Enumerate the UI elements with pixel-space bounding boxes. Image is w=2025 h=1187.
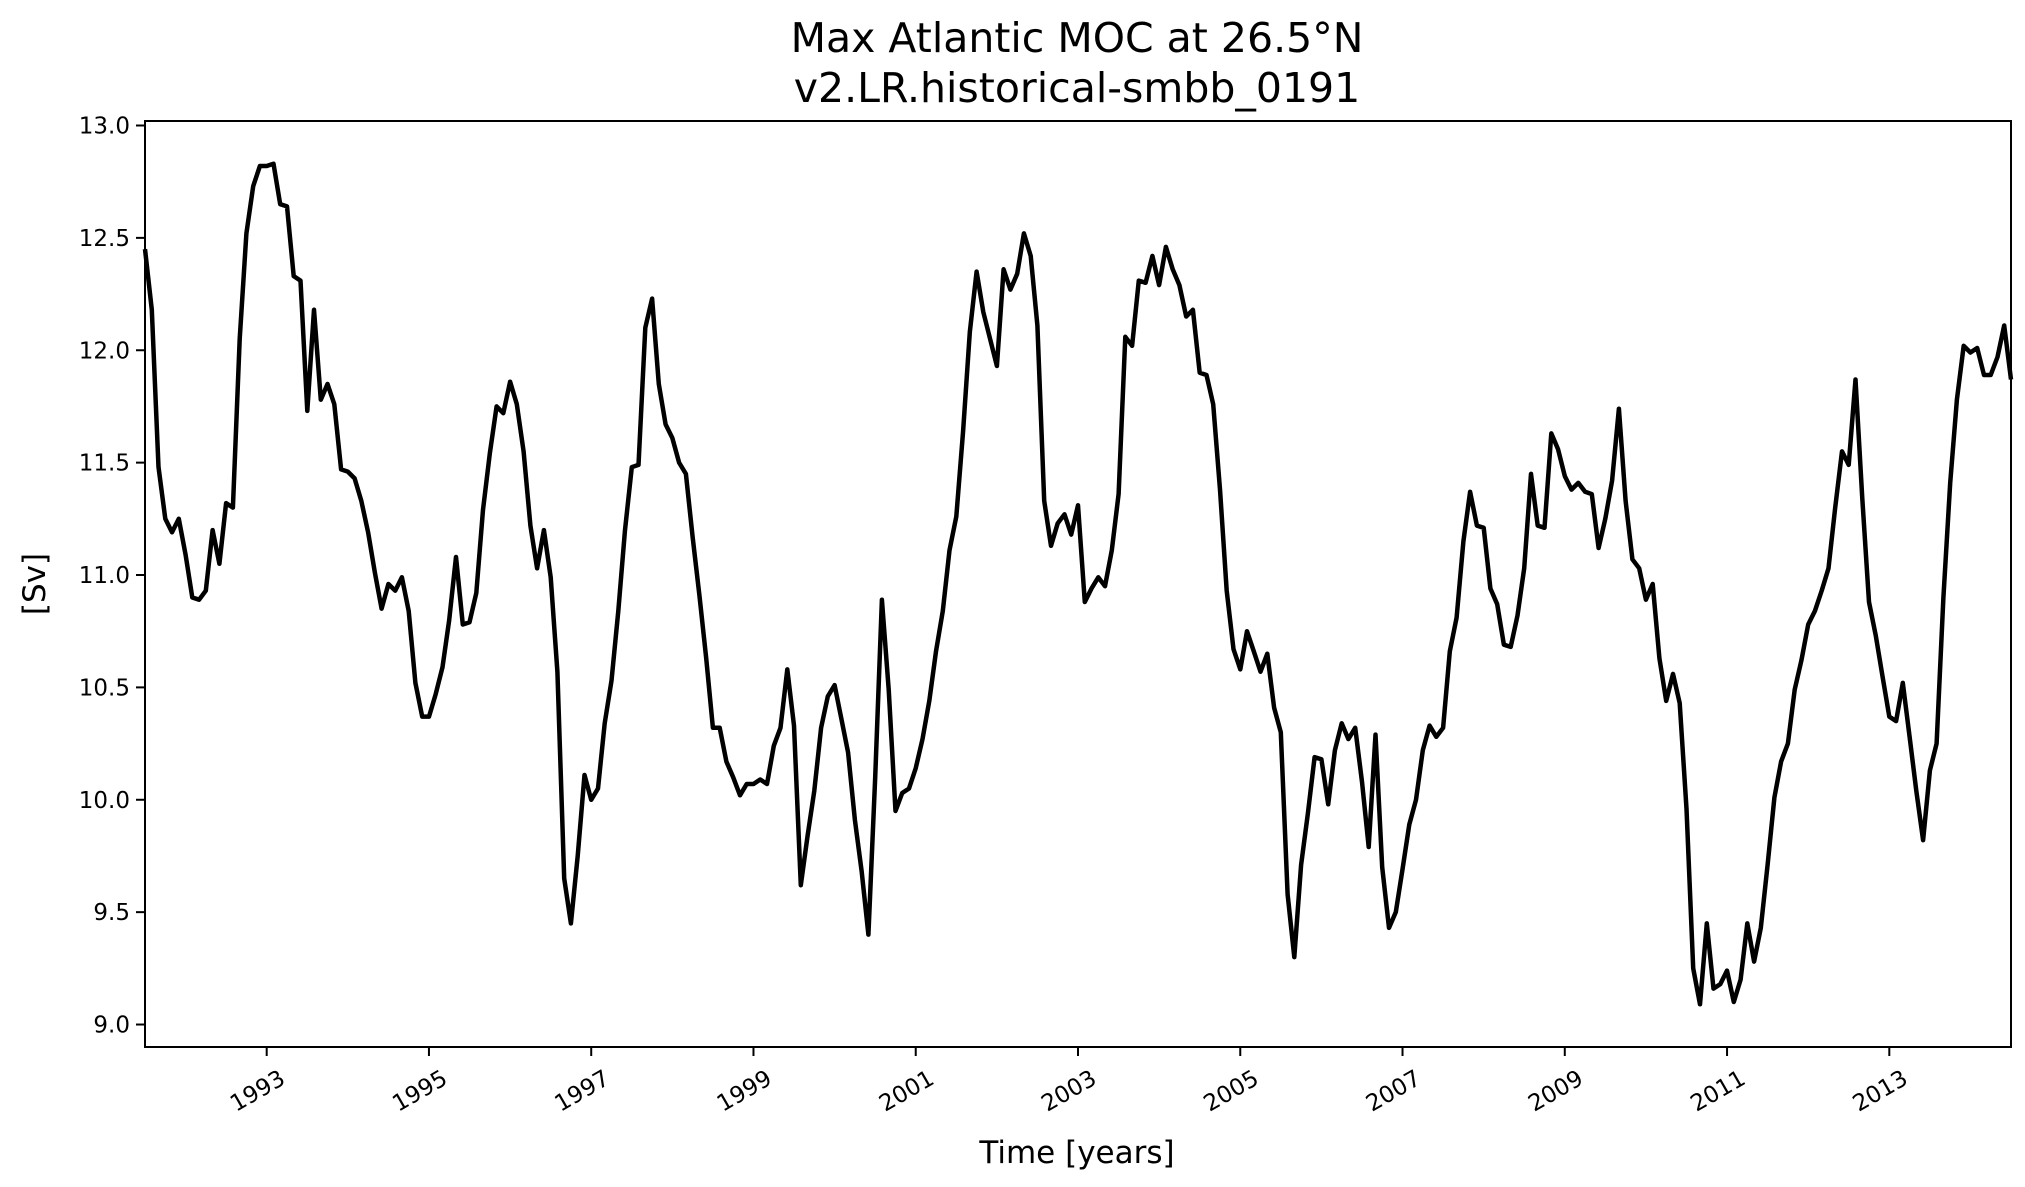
- x-tick-label: 1999: [713, 1066, 777, 1118]
- y-tick-label: 10.5: [79, 675, 130, 701]
- y-axis: 9.0 9.5 10.0 10.5 11.0 11.5 12.0 12.5 13.0: [79, 113, 145, 1039]
- x-tick-label: 1997: [551, 1066, 615, 1118]
- x-tick-label: 2001: [875, 1066, 939, 1118]
- x-tick-label: 2009: [1524, 1066, 1588, 1118]
- x-axis: 1993 1995 1997 1999 2001 2003 2005 2007 2009 2011…: [226, 1047, 1912, 1117]
- y-tick-label: 10.0: [79, 788, 130, 814]
- chart-subtitle: v2.LR.historical-smbb_0191: [794, 64, 1360, 112]
- x-tick-label: 2007: [1362, 1066, 1426, 1118]
- y-tick-label: 13.0: [79, 113, 130, 139]
- x-tick-label: 2011: [1686, 1066, 1750, 1118]
- x-tick-label: 1995: [388, 1066, 452, 1118]
- x-tick-label: 2003: [1037, 1066, 1101, 1118]
- x-tick-label: 2013: [1849, 1066, 1913, 1118]
- x-axis-label: Time [years]: [978, 1135, 1174, 1171]
- y-tick-label: 12.0: [79, 338, 130, 364]
- y-tick-label: 11.0: [79, 563, 130, 589]
- y-tick-label: 9.5: [93, 900, 130, 926]
- y-axis-label: [Sv]: [17, 553, 53, 615]
- y-tick-label: 9.0: [93, 1013, 130, 1039]
- x-tick-label: 2005: [1200, 1066, 1264, 1118]
- y-tick-label: 11.5: [79, 451, 130, 477]
- chart-title: Max Atlantic MOC at 26.5°N: [791, 14, 1364, 62]
- x-tick-label: 1993: [226, 1066, 290, 1118]
- moc-series-line: [142, 161, 2014, 1007]
- plot-area-frame: [144, 120, 2012, 1048]
- y-tick-label: 12.5: [79, 226, 130, 252]
